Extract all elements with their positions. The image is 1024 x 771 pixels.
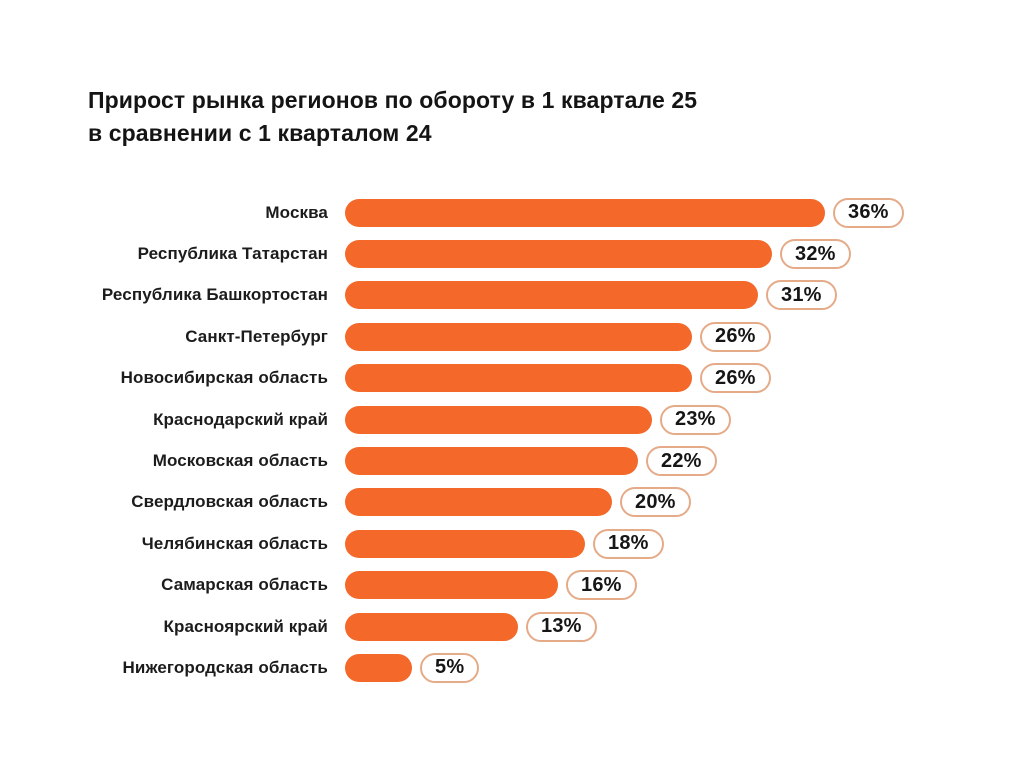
bar [345, 322, 692, 351]
chart-title-line-2: в сравнении с 1 кварталом 24 [88, 120, 432, 146]
value-badge: 36% [833, 197, 904, 228]
category-label: Челябинская область [141, 533, 328, 553]
bar-area: 16% [345, 570, 637, 601]
bar [345, 653, 412, 682]
bar-row: Республика Башкортостан 31% [88, 275, 1004, 316]
bar-row: Новосибирская область 26% [88, 358, 1004, 399]
bar [345, 529, 585, 558]
value-badge: 18% [593, 528, 664, 559]
bar-area: 18% [345, 528, 664, 559]
bar-row: Красноярский край 13% [88, 606, 1004, 647]
bar [345, 405, 652, 434]
category-label: Красноярский край [163, 616, 328, 636]
bar-row: Москва 36% [88, 192, 1004, 233]
bar-area: 31% [345, 280, 837, 311]
bar [345, 198, 825, 227]
bar [345, 240, 772, 269]
bar-area: 23% [345, 404, 731, 435]
bar [345, 612, 518, 641]
category-label: Новосибирская область [120, 368, 328, 388]
bar-area: 32% [345, 239, 851, 270]
chart-title-line-1: Прирост рынка регионов по обороту в 1 кв… [88, 87, 698, 113]
bar-row: Свердловская область 20% [88, 482, 1004, 523]
category-label: Москва [265, 202, 328, 222]
bar-row: Нижегородская область 5% [88, 647, 1004, 688]
value-badge: 26% [700, 321, 771, 352]
bar-row: Краснодарский край 23% [88, 399, 1004, 440]
bar-area: 36% [345, 197, 904, 228]
category-label: Республика Татарстан [137, 244, 328, 264]
bar-area: 26% [345, 321, 771, 352]
bar-row: Московская область 22% [88, 440, 1004, 481]
bar-row: Самарская область 16% [88, 565, 1004, 606]
bar [345, 281, 758, 310]
bar-area: 13% [345, 611, 597, 642]
bar-area: 5% [345, 652, 480, 683]
value-badge: 20% [620, 487, 691, 518]
bar-area: 22% [345, 446, 717, 477]
value-badge: 13% [526, 611, 597, 642]
value-badge: 5% [420, 652, 480, 683]
bar-row: Челябинская область 18% [88, 523, 1004, 564]
bar [345, 364, 692, 393]
bar-row: Республика Татарстан 32% [88, 233, 1004, 274]
category-label: Свердловская область [131, 492, 328, 512]
bar [345, 488, 612, 517]
category-label: Санкт-Петербург [185, 326, 328, 346]
chart-title: Прирост рынка регионов по обороту в 1 кв… [88, 84, 848, 150]
bar-row: Санкт-Петербург 26% [88, 316, 1004, 357]
category-label: Московская область [152, 451, 328, 471]
value-badge: 32% [780, 239, 851, 270]
category-label: Краснодарский край [153, 409, 328, 429]
value-badge: 22% [646, 446, 717, 477]
bar-area: 26% [345, 363, 771, 394]
bar-area: 20% [345, 487, 691, 518]
value-badge: 23% [660, 404, 731, 435]
value-badge: 26% [700, 363, 771, 394]
value-badge: 31% [766, 280, 837, 311]
category-label: Нижегородская область [122, 657, 328, 677]
category-label: Республика Башкортостан [101, 285, 328, 305]
value-badge: 16% [566, 570, 637, 601]
bar-chart: Москва 36% Республика Татарстан 32% Респ… [88, 192, 1004, 689]
bar [345, 571, 558, 600]
bar [345, 447, 638, 476]
category-label: Самарская область [161, 575, 328, 595]
